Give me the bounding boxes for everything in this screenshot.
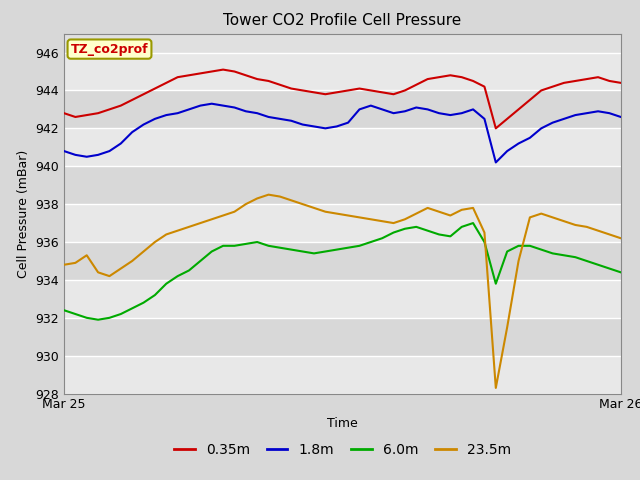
Bar: [64, 204, 621, 242]
Bar: [64, 52, 621, 90]
Title: Tower CO2 Profile Cell Pressure: Tower CO2 Profile Cell Pressure: [223, 13, 461, 28]
Bar: [64, 356, 621, 394]
Bar: [64, 242, 621, 280]
Bar: [64, 318, 621, 356]
Bar: [64, 128, 621, 166]
X-axis label: Time: Time: [327, 417, 358, 430]
Y-axis label: Cell Pressure (mBar): Cell Pressure (mBar): [17, 149, 30, 278]
Bar: [64, 166, 621, 204]
Bar: [64, 280, 621, 318]
Text: TZ_co2prof: TZ_co2prof: [70, 43, 148, 56]
Legend: 0.35m, 1.8m, 6.0m, 23.5m: 0.35m, 1.8m, 6.0m, 23.5m: [168, 437, 516, 462]
Bar: [64, 90, 621, 128]
